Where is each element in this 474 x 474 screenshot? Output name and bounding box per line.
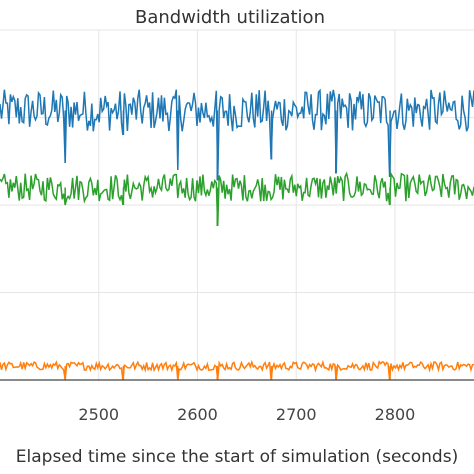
series-group bbox=[0, 88, 474, 381]
x-tick-label: 2800 bbox=[375, 405, 416, 424]
x-axis-label: Elapsed time since the start of simulati… bbox=[16, 447, 458, 467]
x-tick-label: 2500 bbox=[78, 405, 119, 424]
x-tick-label: 2600 bbox=[177, 405, 218, 424]
grid-lines bbox=[0, 29, 474, 380]
series-line-2 bbox=[0, 359, 474, 381]
series-line-1 bbox=[0, 171, 474, 227]
x-tick-labels: 2500 2600 2700 2800 bbox=[78, 405, 415, 424]
series-line-0 bbox=[0, 88, 474, 181]
chart-title: Bandwidth utilization bbox=[135, 7, 325, 28]
x-tick-label: 2700 bbox=[276, 405, 317, 424]
